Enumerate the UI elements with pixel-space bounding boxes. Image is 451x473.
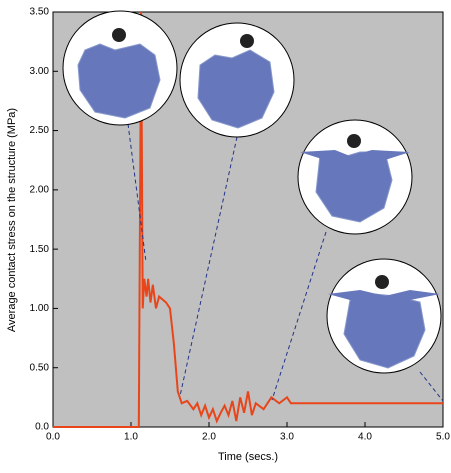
x-tick-label: 1.0 (124, 432, 138, 443)
y-tick-label: 0.50 (30, 362, 50, 373)
y-tick-label: 1.00 (30, 303, 50, 314)
x-tick-label: 3.0 (280, 432, 294, 443)
x-tick-label: 4.0 (358, 432, 372, 443)
x-tick-label: 0.0 (46, 432, 60, 443)
y-axis-label: Average contact stress on the structure … (6, 108, 18, 332)
y-tick-label: 3.00 (30, 66, 50, 77)
y-tick-label: 2.00 (30, 184, 50, 195)
y-tick-label: 2.50 (30, 125, 50, 136)
x-axis-label: Time (secs.) (218, 451, 278, 463)
y-tick-label: 1.50 (30, 244, 50, 255)
y-tick-label: 3.50 (30, 7, 50, 18)
y-tick-label: 0.0 (35, 422, 49, 433)
insets (62, 10, 444, 402)
line-series (53, 11, 443, 428)
x-tick-label: 5.0 (436, 432, 450, 443)
x-tick-label: 2.0 (202, 432, 216, 443)
